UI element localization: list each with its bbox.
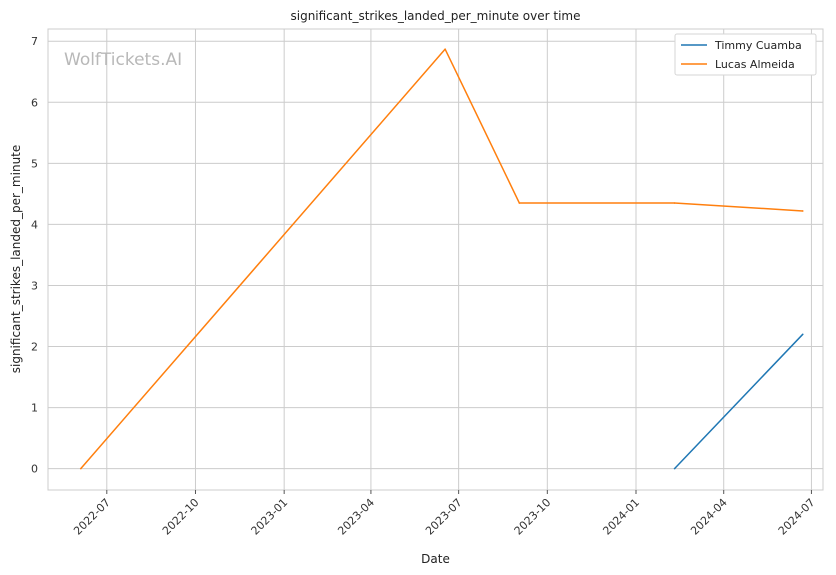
legend-label-lucas-almeida: Lucas Almeida (715, 58, 795, 71)
y-tick-label: 4 (31, 218, 38, 231)
legend-label-timmy-cuamba: Timmy Cuamba (714, 39, 802, 52)
plot-area (47, 28, 824, 491)
x-tick-label: 2024-01 (600, 496, 642, 538)
data-point-lucas-almeida (673, 202, 676, 204)
x-axis-label: Date (421, 552, 450, 566)
data-point-lucas-almeida (79, 467, 82, 470)
x-tick-label: 2023-10 (512, 496, 554, 538)
data-point-lucas-almeida (801, 210, 804, 212)
y-tick-label: 3 (31, 279, 38, 292)
x-tick-label: 2023-07 (423, 496, 465, 538)
watermark: WolfTickets.AI (64, 50, 182, 70)
x-tick-label: 2024-07 (776, 496, 818, 538)
x-tick-label: 2022-10 (160, 496, 202, 538)
legend-box (674, 33, 817, 76)
x-tick-label: 2023-01 (249, 496, 291, 538)
y-tick-label: 2 (31, 341, 38, 354)
data-point-timmy-cuamba (801, 333, 804, 336)
grid (48, 29, 823, 490)
data-point-timmy-cuamba (673, 467, 676, 470)
y-tick-label: 7 (31, 35, 38, 48)
legend: Timmy Cuamba Lucas Almeida (674, 33, 817, 76)
x-tick-label: 2023-04 (335, 496, 377, 538)
y-tick-label: 6 (31, 96, 38, 109)
x-axis-ticks: 2022-07 2022-10 2023-01 2023-04 2023-07 2023-… (71, 490, 818, 538)
series-line-timmy-cuamba (674, 333, 804, 470)
y-axis-ticks: 0 1 2 3 4 5 6 7 (31, 35, 38, 475)
y-tick-label: 5 (31, 157, 38, 170)
series-lines (79, 48, 804, 470)
x-tick-label: 2022-07 (71, 496, 113, 538)
y-tick-label: 1 (31, 402, 38, 415)
data-point-lucas-almeida (518, 202, 521, 204)
y-axis-label: significant_strikes_landed_per_minute (9, 145, 23, 374)
chart-title: significant_strikes_landed_per_minute ov… (290, 9, 580, 23)
x-tick-label: 2024-04 (688, 496, 730, 538)
y-tick-label: 0 (31, 463, 38, 476)
data-point-lucas-almeida (444, 48, 446, 50)
